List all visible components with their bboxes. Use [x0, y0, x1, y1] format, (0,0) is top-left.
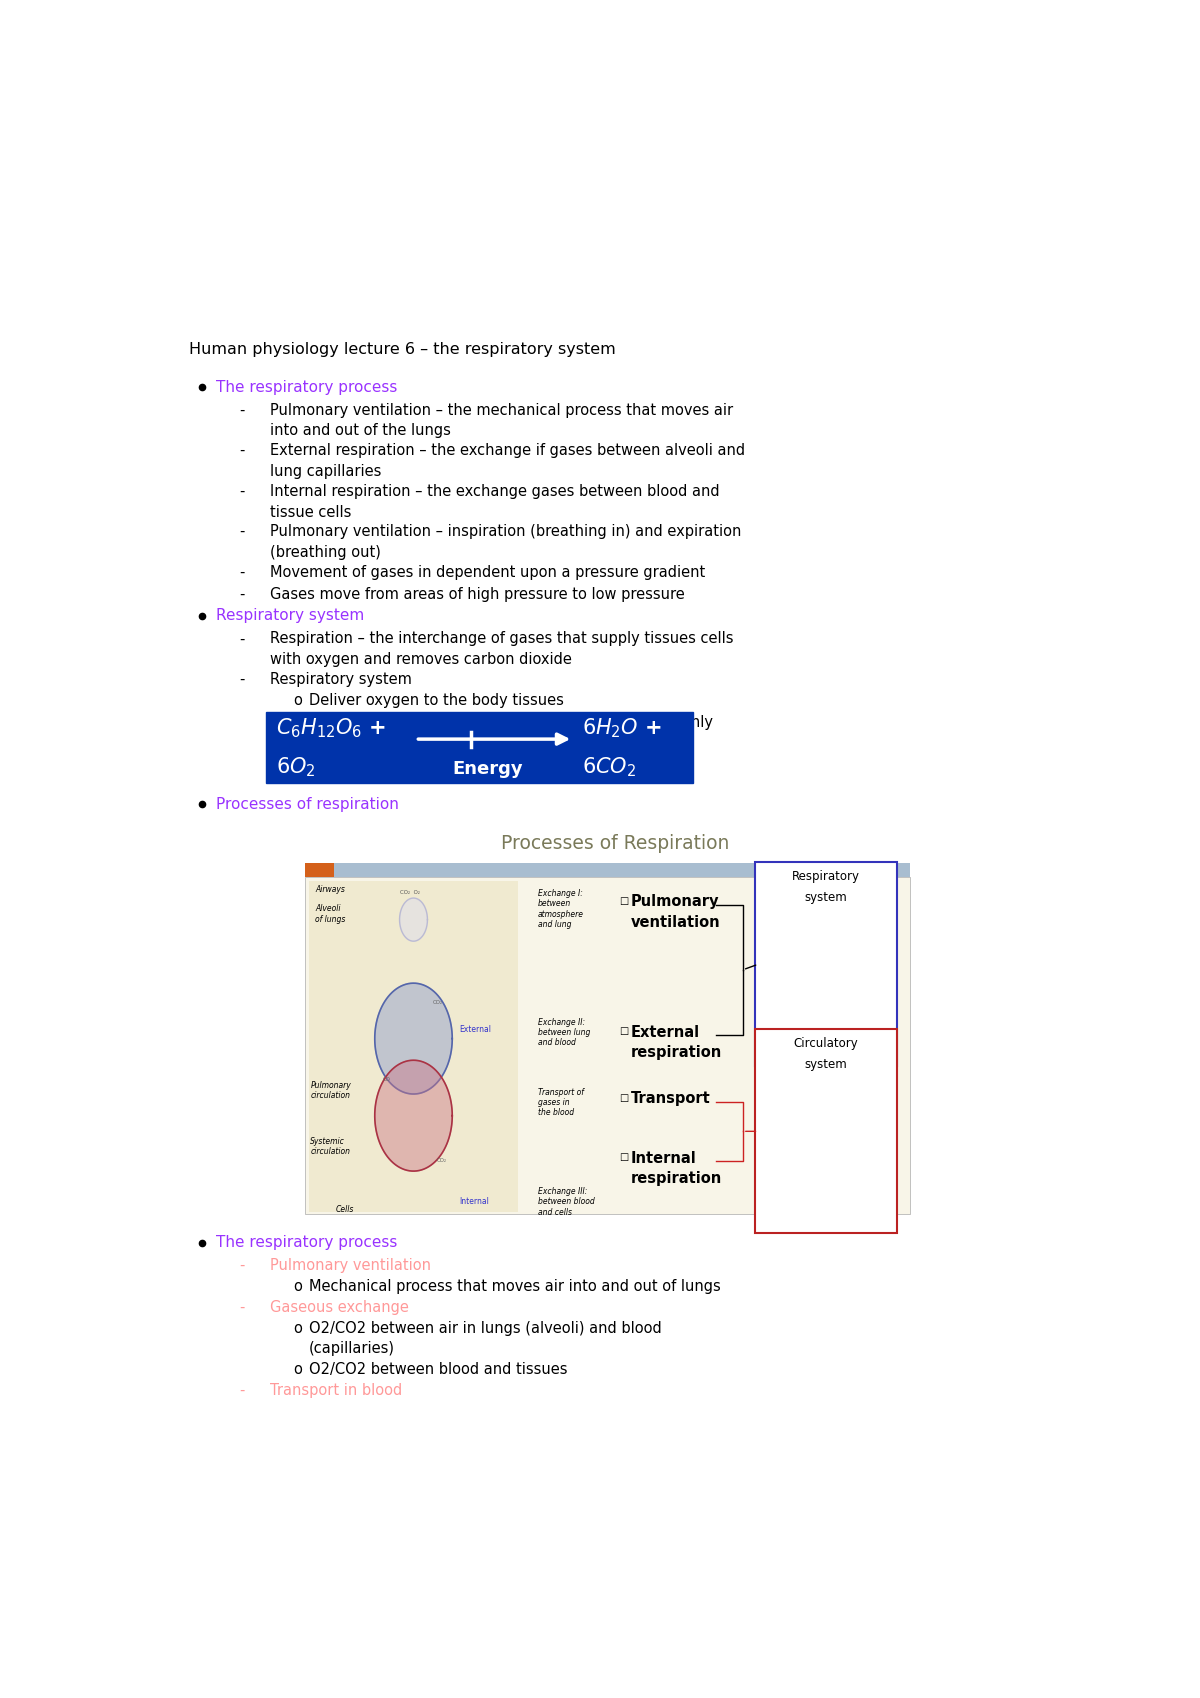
Text: Systemic
circulation: Systemic circulation: [311, 1136, 350, 1156]
Text: into and out of the lungs: into and out of the lungs: [270, 423, 451, 438]
Text: Processes of Respiration: Processes of Respiration: [500, 834, 730, 854]
Text: Human physiology lecture 6 – the respiratory system: Human physiology lecture 6 – the respira…: [188, 343, 616, 357]
Text: Pulmonary ventilation – inspiration (breathing in) and expiration: Pulmonary ventilation – inspiration (bre…: [270, 525, 742, 540]
FancyBboxPatch shape: [266, 711, 692, 783]
Text: $6CO_2$: $6CO_2$: [582, 756, 636, 779]
Text: Transport: Transport: [630, 1092, 710, 1105]
Text: CO₂  O₂: CO₂ O₂: [400, 890, 420, 895]
Text: with oxygen and removes carbon dioxide: with oxygen and removes carbon dioxide: [270, 652, 572, 667]
Text: -: -: [239, 1299, 245, 1314]
FancyBboxPatch shape: [335, 863, 910, 878]
Text: □: □: [619, 1026, 628, 1036]
Text: o: o: [293, 756, 302, 769]
Text: External respiration – the exchange if gases between alveoli and: External respiration – the exchange if g…: [270, 443, 745, 458]
FancyBboxPatch shape: [755, 1029, 898, 1233]
Text: External: External: [630, 1024, 700, 1039]
Text: $6H_2O$ +: $6H_2O$ +: [582, 717, 661, 740]
Text: External: External: [460, 1024, 492, 1034]
Text: o: o: [293, 715, 302, 730]
Text: Internal: Internal: [460, 1197, 490, 1206]
Text: Processes of respiration: Processes of respiration: [216, 796, 398, 812]
Text: respiration: respiration: [630, 1172, 721, 1187]
Text: -: -: [239, 672, 245, 688]
Text: Exchange III:
between blood
and cells: Exchange III: between blood and cells: [538, 1187, 594, 1217]
Text: tissue cells: tissue cells: [270, 504, 352, 520]
Text: -: -: [239, 632, 245, 647]
Polygon shape: [374, 983, 452, 1094]
Text: -: -: [239, 586, 245, 601]
Text: -: -: [239, 484, 245, 499]
Text: Alveoli
of lungs: Alveoli of lungs: [316, 905, 346, 924]
Text: CO₂: CO₂: [433, 1000, 443, 1005]
Text: o: o: [293, 1279, 302, 1294]
Text: Airways: Airways: [316, 885, 344, 893]
Text: Internal: Internal: [630, 1151, 696, 1167]
Text: (breathing out): (breathing out): [270, 545, 382, 560]
Text: CO₂: CO₂: [437, 1158, 446, 1163]
Text: -: -: [239, 565, 245, 579]
Text: Pulmonary: Pulmonary: [630, 895, 719, 908]
Text: -: -: [239, 402, 245, 418]
Text: Respiratory system: Respiratory system: [270, 672, 412, 688]
Text: Respiratory: Respiratory: [792, 869, 860, 883]
Text: o: o: [293, 1321, 302, 1336]
Text: E.g.: E.g.: [308, 756, 337, 769]
Text: O2/CO2 between blood and tissues: O2/CO2 between blood and tissues: [308, 1362, 568, 1377]
Text: Pulmonary
circulation: Pulmonary circulation: [311, 1080, 352, 1100]
Text: Transport in blood: Transport in blood: [270, 1382, 402, 1397]
Text: The respiratory process: The respiratory process: [216, 380, 397, 394]
Text: □: □: [619, 1153, 628, 1161]
Text: $C_6H_{12}O_6$ +: $C_6H_{12}O_6$ +: [276, 717, 386, 740]
FancyBboxPatch shape: [305, 863, 335, 878]
Text: $6O_2$: $6O_2$: [276, 756, 316, 779]
Text: Respiratory system: Respiratory system: [216, 608, 364, 623]
Text: -: -: [239, 525, 245, 540]
Polygon shape: [400, 898, 427, 941]
Text: CO2): CO2): [308, 735, 346, 751]
FancyBboxPatch shape: [308, 881, 518, 1212]
Text: Energy: Energy: [452, 761, 523, 778]
Text: Internal respiration – the exchange gases between blood and: Internal respiration – the exchange gase…: [270, 484, 720, 499]
Text: respiration: respiration: [630, 1046, 721, 1060]
Text: Transport of
gases in
the blood: Transport of gases in the blood: [538, 1088, 583, 1117]
Text: -: -: [239, 1382, 245, 1397]
Text: system: system: [805, 890, 847, 903]
Text: o: o: [293, 1362, 302, 1377]
FancyBboxPatch shape: [755, 863, 898, 1066]
Text: Gases move from areas of high pressure to low pressure: Gases move from areas of high pressure t…: [270, 586, 685, 601]
Text: lung capillaries: lung capillaries: [270, 464, 382, 479]
Text: Mechanical process that moves air into and out of lungs: Mechanical process that moves air into a…: [308, 1279, 721, 1294]
Text: Movement of gases in dependent upon a pressure gradient: Movement of gases in dependent upon a pr…: [270, 565, 706, 579]
Text: The respiratory process: The respiratory process: [216, 1236, 397, 1250]
Text: ventilation: ventilation: [630, 915, 720, 931]
Text: □: □: [619, 1094, 628, 1102]
Text: Pulmonary ventilation – the mechanical process that moves air: Pulmonary ventilation – the mechanical p…: [270, 402, 733, 418]
Text: Cells: Cells: [336, 1204, 354, 1214]
Text: Respiration – the interchange of gases that supply tissues cells: Respiration – the interchange of gases t…: [270, 632, 733, 647]
FancyBboxPatch shape: [305, 878, 910, 1214]
Text: CO: CO: [383, 1077, 390, 1082]
Text: (capillaries): (capillaries): [308, 1341, 395, 1357]
Text: □: □: [619, 897, 628, 905]
Polygon shape: [374, 1060, 452, 1172]
Text: -: -: [239, 1258, 245, 1274]
Text: Exchange I:
between
atmosphere
and lung: Exchange I: between atmosphere and lung: [538, 888, 583, 929]
Text: -: -: [239, 443, 245, 458]
Text: Circulatory: Circulatory: [794, 1037, 858, 1049]
Text: Exchange II:
between lung
and blood: Exchange II: between lung and blood: [538, 1017, 590, 1048]
Text: Remove waste products of cellular metabolism (mainly: Remove waste products of cellular metabo…: [308, 715, 713, 730]
Text: Gaseous exchange: Gaseous exchange: [270, 1299, 409, 1314]
Text: O2/CO2 between air in lungs (alveoli) and blood: O2/CO2 between air in lungs (alveoli) an…: [308, 1321, 661, 1336]
Text: o: o: [293, 693, 302, 708]
Text: Deliver oxygen to the body tissues: Deliver oxygen to the body tissues: [308, 693, 564, 708]
Text: system: system: [805, 1058, 847, 1071]
Text: Pulmonary ventilation: Pulmonary ventilation: [270, 1258, 431, 1274]
